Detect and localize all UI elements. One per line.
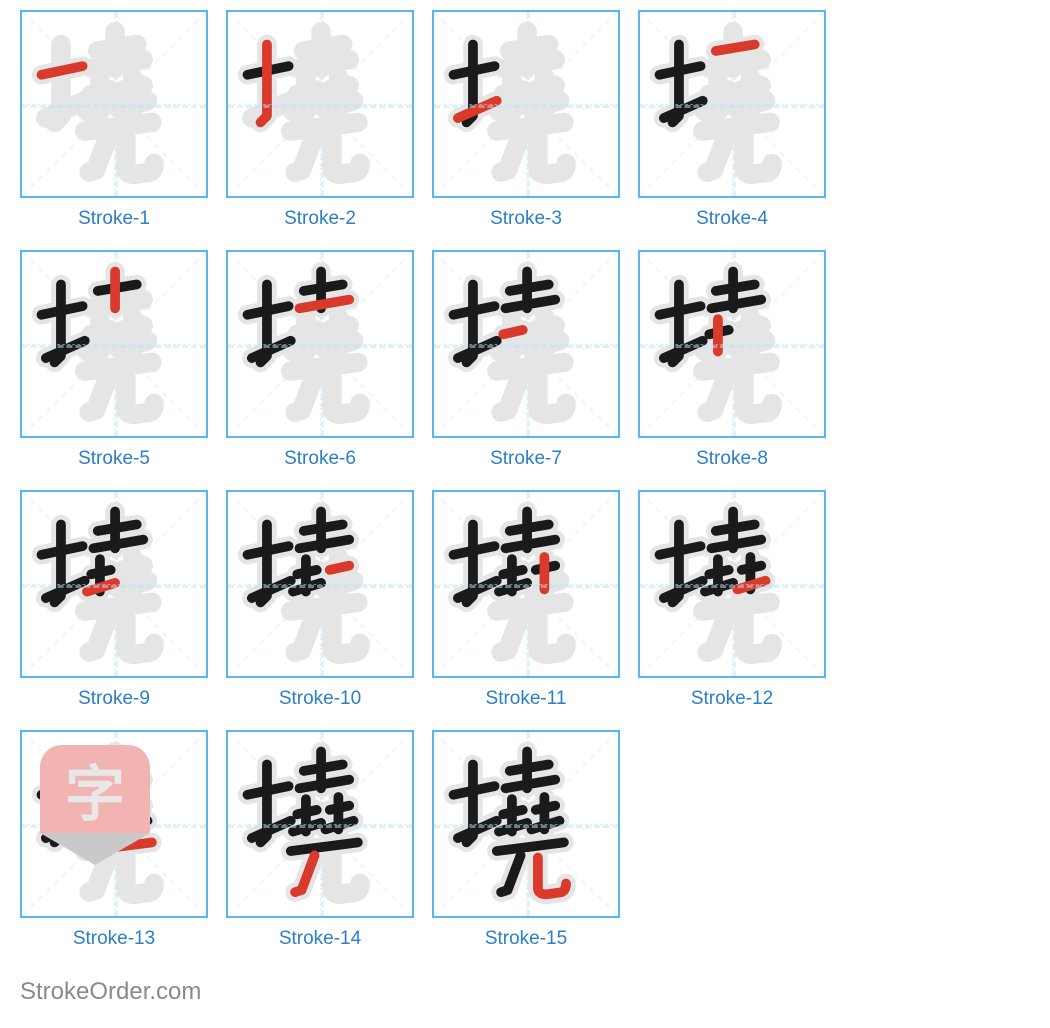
stroke-label: Stroke-10: [279, 688, 361, 710]
stroke-cell: Stroke-15: [432, 730, 620, 950]
stroke-highlight: [330, 566, 349, 570]
logo-pencil-tip: [40, 833, 150, 865]
character-svg: [22, 492, 206, 676]
stroke-box: [20, 250, 208, 438]
stroke-label: Stroke-7: [490, 448, 562, 470]
character-svg: [434, 252, 618, 436]
stroke-cell: Stroke-11: [432, 490, 620, 710]
stroke-cell: Stroke-14: [226, 730, 414, 950]
stroke-label: Stroke-3: [490, 208, 562, 230]
character-svg: [228, 252, 412, 436]
stroke-cell: Stroke-3: [432, 10, 620, 230]
stroke-label: Stroke-12: [691, 688, 773, 710]
stroke-box: [226, 250, 414, 438]
stroke-box: [226, 10, 414, 198]
stroke-cell: Stroke-7: [432, 250, 620, 470]
stroke-cell: Stroke-2: [226, 10, 414, 230]
stroke-cell: Stroke-1: [20, 10, 208, 230]
stroke-highlight: [503, 330, 522, 334]
watermark-text: StrokeOrder.com: [20, 978, 201, 1006]
stroke-box: [20, 490, 208, 678]
character-svg: [434, 12, 618, 196]
character-svg: [228, 12, 412, 196]
stroke-box: [432, 250, 620, 438]
stroke-cell: Stroke-4: [638, 10, 826, 230]
stroke-cell: Stroke-12: [638, 490, 826, 710]
character-svg: [640, 12, 824, 196]
stroke-label: Stroke-8: [696, 448, 768, 470]
stroke-box: [226, 730, 414, 918]
stroke-label: Stroke-6: [284, 448, 356, 470]
stroke-box: [432, 490, 620, 678]
stroke-box: [638, 10, 826, 198]
stroke-label: Stroke-9: [78, 688, 150, 710]
character-svg: [228, 492, 412, 676]
stroke-box: [638, 250, 826, 438]
stroke-cell: Stroke-8: [638, 250, 826, 470]
stroke-box: [638, 490, 826, 678]
stroke-box: [226, 490, 414, 678]
character-svg: [434, 492, 618, 676]
logo-badge: 字: [40, 745, 150, 833]
stroke-cell: Stroke-5: [20, 250, 208, 470]
character-svg: [22, 12, 206, 196]
stroke-label: Stroke-13: [73, 928, 155, 950]
character-svg: [228, 732, 412, 916]
stroke-label: Stroke-4: [696, 208, 768, 230]
stroke-highlight: [716, 44, 755, 50]
character-svg: [640, 492, 824, 676]
stroke-cell: Stroke-9: [20, 490, 208, 710]
logo-character: 字: [65, 746, 125, 833]
stroke-label: Stroke-5: [78, 448, 150, 470]
site-logo: 字: [40, 745, 150, 875]
stroke-label: Stroke-1: [78, 208, 150, 230]
character-svg: [22, 252, 206, 436]
stroke-cell: Stroke-10: [226, 490, 414, 710]
stroke-box: [432, 730, 620, 918]
stroke-label: Stroke-14: [279, 928, 361, 950]
stroke-label: Stroke-15: [485, 928, 567, 950]
character-svg: [640, 252, 824, 436]
stroke-label: Stroke-2: [284, 208, 356, 230]
stroke-cell: Stroke-6: [226, 250, 414, 470]
character-svg: [434, 732, 618, 916]
stroke-box: [20, 10, 208, 198]
stroke-grid: Stroke-1 Stroke-2 Stroke-3 Stroke-4 Stroke-5…: [20, 10, 1030, 950]
stroke-box: [432, 10, 620, 198]
stroke-label: Stroke-11: [486, 688, 567, 710]
